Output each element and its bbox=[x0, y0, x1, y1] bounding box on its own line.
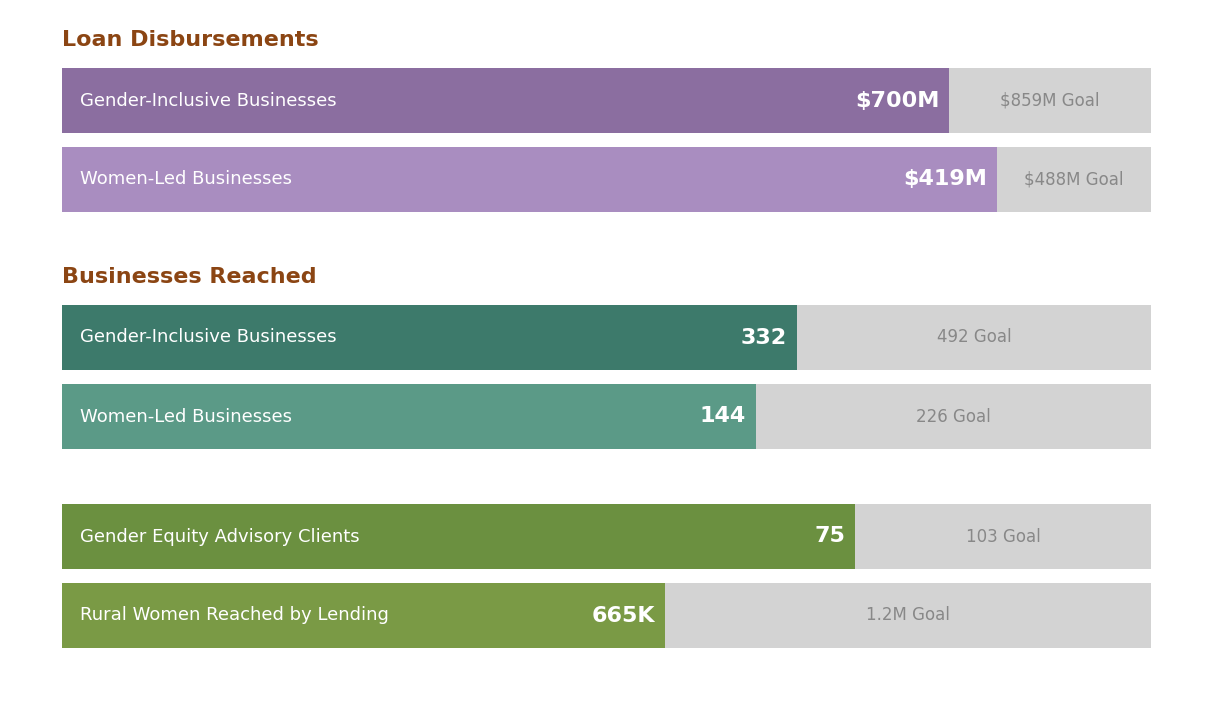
Bar bbox=[62, 147, 1151, 212]
Bar bbox=[62, 305, 1151, 370]
Text: $700M: $700M bbox=[855, 91, 939, 111]
Text: Loan Disbursements: Loan Disbursements bbox=[62, 30, 319, 50]
Text: 144: 144 bbox=[700, 407, 746, 427]
Bar bbox=[62, 68, 950, 133]
Text: Gender-Inclusive Businesses: Gender-Inclusive Businesses bbox=[80, 92, 337, 109]
Bar bbox=[62, 504, 1151, 569]
Bar bbox=[62, 384, 756, 449]
Text: 75: 75 bbox=[814, 526, 845, 546]
Text: Gender-Inclusive Businesses: Gender-Inclusive Businesses bbox=[80, 328, 337, 347]
Bar bbox=[62, 583, 1151, 648]
Bar bbox=[62, 384, 1151, 449]
Bar bbox=[62, 147, 997, 212]
Text: 492 Goal: 492 Goal bbox=[936, 328, 1012, 347]
Text: 665K: 665K bbox=[592, 606, 655, 626]
Text: 332: 332 bbox=[741, 327, 787, 347]
Text: Women-Led Businesses: Women-Led Businesses bbox=[80, 170, 292, 189]
Text: $859M Goal: $859M Goal bbox=[1001, 92, 1100, 109]
Text: $488M Goal: $488M Goal bbox=[1024, 170, 1123, 189]
Bar bbox=[62, 504, 855, 569]
Bar bbox=[62, 305, 797, 370]
Text: 1.2M Goal: 1.2M Goal bbox=[866, 606, 950, 624]
Text: $419M: $419M bbox=[904, 169, 987, 189]
Text: 226 Goal: 226 Goal bbox=[916, 408, 991, 425]
Bar bbox=[62, 583, 666, 648]
Text: 103 Goal: 103 Goal bbox=[966, 528, 1041, 546]
Text: Women-Led Businesses: Women-Led Businesses bbox=[80, 408, 292, 425]
Text: Gender Equity Advisory Clients: Gender Equity Advisory Clients bbox=[80, 528, 359, 546]
Text: Rural Women Reached by Lending: Rural Women Reached by Lending bbox=[80, 606, 389, 624]
Bar bbox=[62, 68, 1151, 133]
Text: Businesses Reached: Businesses Reached bbox=[62, 267, 317, 287]
